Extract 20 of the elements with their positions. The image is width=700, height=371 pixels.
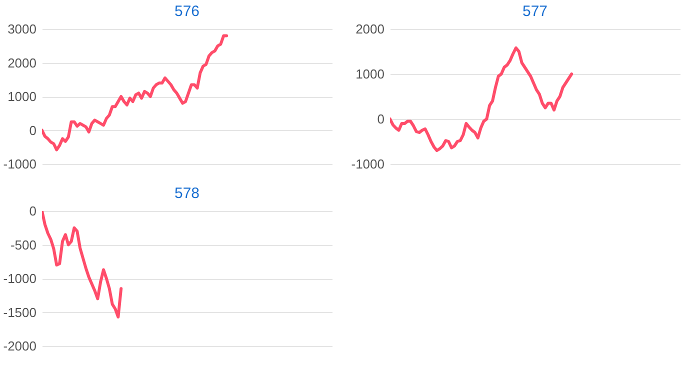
chart-title: 578: [174, 185, 200, 202]
y-tick-label: -1000: [3, 156, 36, 172]
y-tick-label: 3000: [8, 22, 36, 36]
y-tick-label: 2000: [8, 55, 36, 70]
y-tick-label: 1000: [356, 66, 384, 82]
line-series: [42, 34, 228, 152]
y-tick-label: 0: [29, 122, 36, 138]
y-tick-label: -1000: [3, 271, 36, 286]
y-tick-label: 1000: [8, 89, 36, 104]
line-series: [42, 211, 123, 318]
y-tick-label: 0: [29, 204, 36, 218]
y-tick-label: -500: [10, 237, 36, 252]
y-tick-label: -2000: [3, 338, 36, 354]
y-tick-label: -1500: [3, 304, 36, 320]
y-tick-label: 0: [377, 112, 384, 126]
chart-title: 577: [522, 3, 548, 20]
y-tick-label: 2000: [356, 22, 384, 36]
chart-title: 576: [174, 3, 200, 20]
line-series: [390, 46, 574, 152]
y-tick-label: -1000: [351, 156, 384, 172]
